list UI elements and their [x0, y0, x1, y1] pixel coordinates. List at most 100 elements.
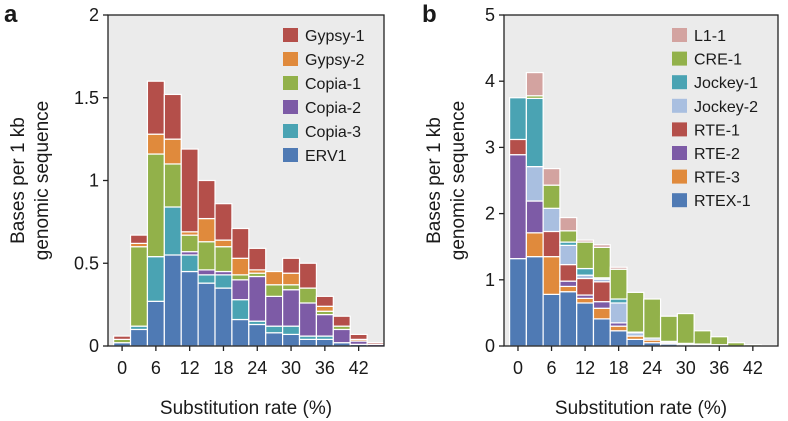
bar-segment-copia-2: [315, 313, 334, 337]
bar-segment-copia-2: [265, 295, 284, 327]
bar-segment-jockey-1: [508, 97, 527, 141]
bar-segment-gypsy-2: [197, 217, 216, 243]
legend-swatch: [672, 75, 687, 90]
y-axis-title-line-2: genomic sequence: [448, 101, 469, 261]
bar-segment-l1-1: [559, 216, 578, 232]
bar-segment-rte-3: [609, 325, 628, 332]
legend-swatch: [672, 98, 687, 113]
bar-segment-copia-1: [163, 163, 182, 208]
bar-segment-copia-2: [332, 328, 351, 344]
bar-segment-copia-1: [214, 246, 233, 273]
legend-swatch: [672, 193, 687, 208]
bar-segment-cre-1: [710, 336, 729, 346]
bar-segment-rtex-1: [592, 318, 611, 347]
bar-segment-copia-3: [163, 206, 182, 256]
bar-segment-cre-1: [693, 330, 712, 345]
bar-segment-cre-1: [592, 246, 611, 279]
legend-swatch: [283, 52, 298, 66]
legend-swatch: [672, 122, 687, 137]
bar-segment-gypsy-2: [265, 270, 284, 286]
x-tick-label: 18: [213, 358, 233, 378]
bar-segment-copia-2: [248, 275, 267, 322]
x-tick-label: 24: [247, 358, 267, 378]
x-tick-label: 42: [743, 358, 763, 378]
bar-segment-gypsy-1: [332, 315, 351, 327]
bar-segment-gypsy-1: [315, 295, 334, 307]
bar-segment-rte-3: [592, 307, 611, 320]
bar-segment-rtex-1: [525, 256, 544, 347]
panel-a: 0 0.5 1 1.5 2 0 6 12 18 24 30 36 42 Substitution rate…: [4, 1, 385, 419]
bar-segment-gypsy-1: [214, 203, 233, 241]
y-tick-label: 2: [89, 5, 99, 25]
bar-segment-gypsy-1: [113, 335, 132, 340]
bar-segment-jockey-2: [609, 302, 628, 324]
y-tick-label: 4: [485, 71, 495, 91]
bar-segment-copia-2: [282, 289, 301, 327]
bar-segment-cre-1: [676, 312, 695, 344]
bar-segment-rte-1: [592, 281, 611, 303]
bar-segment-rtex-1: [626, 338, 645, 347]
bar-segment-rte-1: [542, 230, 561, 258]
bar-segment-gypsy-1: [298, 262, 318, 289]
bar-segment-erv1: [146, 300, 165, 347]
y-axis-title-line-2: genomic sequence: [32, 101, 53, 261]
y-tick-label: 3: [485, 137, 495, 157]
x-tick-label: 12: [575, 358, 595, 378]
bar-segment-jockey-2: [542, 207, 561, 233]
bar-segment-gypsy-2: [282, 272, 301, 286]
x-axis-title: Substitution rate (%): [555, 398, 727, 419]
bar-segment-rtex-1: [576, 302, 595, 347]
bar-segment-gypsy-2: [163, 138, 182, 165]
bar-segment-rtex-1: [542, 293, 561, 347]
x-tick-label: 30: [676, 358, 696, 378]
bar-segment-erv1: [265, 332, 284, 347]
bar-segment-copia-1: [265, 284, 284, 297]
bar-segment-gypsy-1: [163, 93, 182, 140]
plot-frame: [503, 14, 779, 347]
y-tick-label: 1.5: [74, 88, 99, 108]
bar-segment-rtex-1: [609, 330, 628, 347]
y-tick-label: 0.5: [74, 253, 99, 273]
bar-segment-rte-3: [542, 256, 561, 295]
panel-letter: b: [422, 1, 437, 28]
bar-segment-copia-1: [197, 241, 216, 271]
bar-segment-copia-3: [146, 256, 165, 302]
bar-segment-erv1: [163, 254, 182, 347]
bar-segment-gypsy-1: [129, 234, 149, 244]
bar-segment-erv1: [315, 338, 334, 347]
bar-segment-rte-3: [576, 297, 595, 304]
legend: L1-1 CRE-1 Jockey-1 Jockey-2 RTE-1 RTE-2 RTE-3…: [672, 28, 758, 210]
bar-segment-copia-2: [197, 269, 216, 276]
bar-segment-gypsy-1: [248, 247, 267, 271]
x-tick-label: 24: [642, 358, 662, 378]
x-tick-label: 36: [315, 358, 335, 378]
bar-segment-gypsy-1: [349, 333, 368, 340]
bar-segment-copia-2: [298, 302, 318, 337]
bar-segment-copia-1: [282, 284, 301, 291]
legend-swatch: [283, 148, 298, 162]
bar-segment-rte-1: [508, 138, 527, 156]
bar-segment-cre-1: [559, 230, 578, 243]
bars: [113, 80, 385, 347]
bar-segment-copia-3: [214, 274, 233, 289]
bar-segment-rte-2: [508, 154, 527, 260]
x-tick-label: 0: [117, 358, 127, 378]
bar-segment-erv1: [248, 323, 267, 347]
legend-label: Copia-2: [305, 100, 361, 117]
legend-swatch: [672, 51, 687, 66]
bar-segment-rte-2: [559, 280, 578, 288]
x-tick-label: 30: [281, 358, 301, 378]
bar-segment-copia-1: [146, 153, 165, 258]
bar-segment-copia-3: [197, 274, 216, 284]
legend-label: RTE-2: [694, 146, 740, 163]
y-tick-label: 0: [485, 336, 495, 356]
bar-segment-cre-1: [643, 298, 662, 339]
legend-swatch: [672, 28, 687, 42]
legend-label: Jockey-1: [694, 75, 758, 92]
legend-label: L1-1: [694, 28, 726, 45]
bar-segment-gypsy-1: [197, 179, 216, 220]
legend-label: Gypsy-1: [305, 28, 365, 45]
legend-label: Jockey-2: [694, 99, 758, 116]
y-tick-label: 2: [485, 204, 495, 224]
